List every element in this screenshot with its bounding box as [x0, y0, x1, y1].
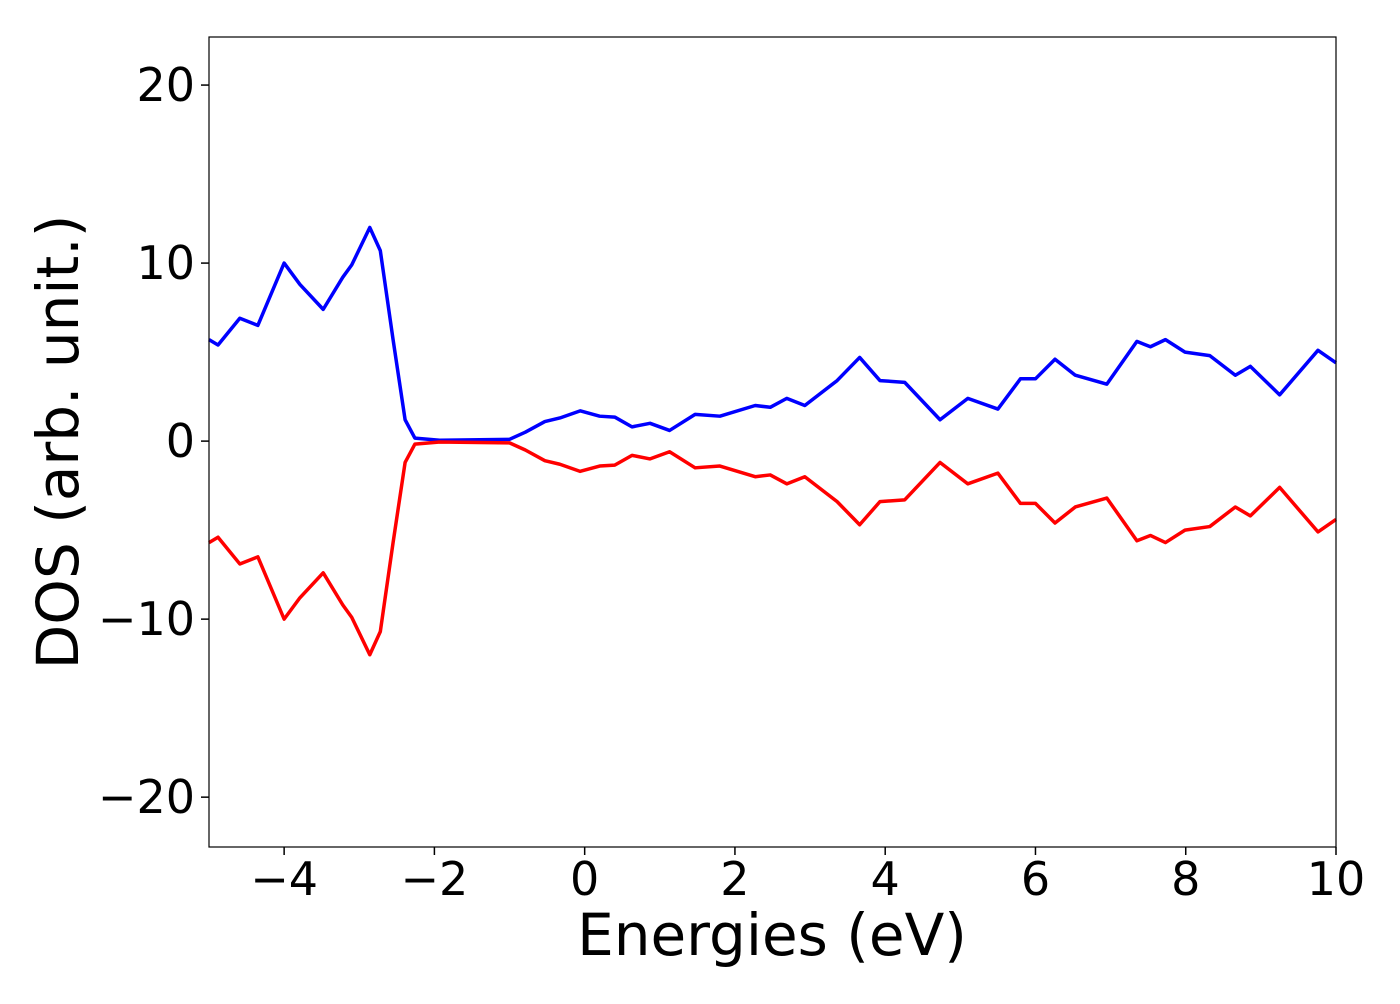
y-tick-label: −20 [98, 770, 195, 824]
x-tick-label: 6 [1021, 852, 1050, 906]
series-line [208, 225, 1337, 442]
x-tick-label: 10 [1307, 852, 1366, 906]
x-axis-label: Energies (eV) [577, 901, 967, 969]
y-tick-label: −10 [98, 592, 195, 646]
series-line [208, 440, 1337, 657]
plot-frame [208, 36, 1337, 848]
x-tick-label: 8 [1171, 852, 1200, 906]
y-tick-label: 0 [166, 414, 195, 468]
y-axis-label: DOS (arb. unit.) [24, 215, 92, 670]
x-tick-label: −4 [250, 852, 318, 906]
x-tick-label: 0 [570, 852, 599, 906]
y-tick-label: 10 [136, 236, 195, 290]
x-tick-label: 4 [871, 852, 900, 906]
y-tick-label: 20 [136, 58, 195, 112]
x-tick-label: 2 [720, 852, 749, 906]
x-tick-label: −2 [400, 852, 468, 906]
